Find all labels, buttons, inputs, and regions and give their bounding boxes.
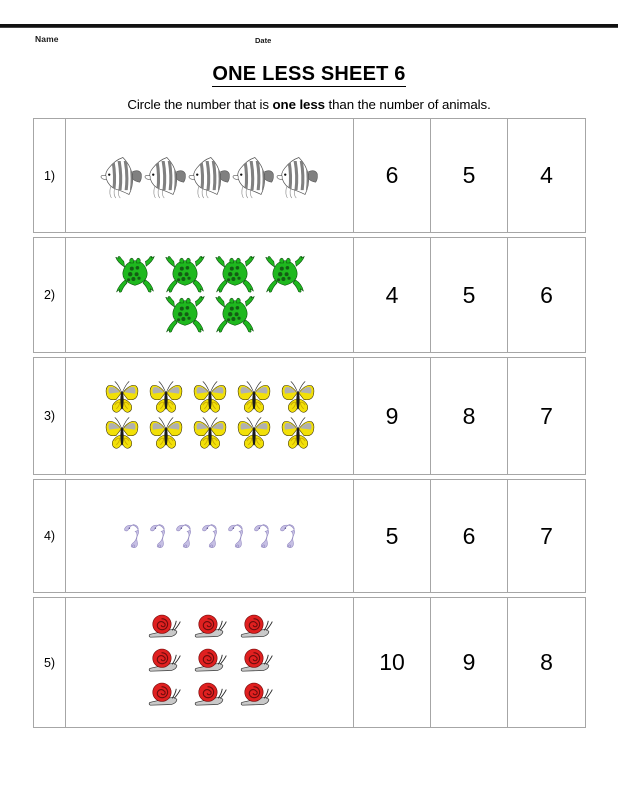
row-number: 5) (34, 598, 66, 727)
answer-option[interactable]: 6 (540, 281, 553, 308)
butterfly-icon (100, 380, 144, 416)
snail-icon (141, 646, 187, 680)
animal-picture-cell (66, 480, 354, 592)
butterfly-group (75, 380, 345, 452)
row-number: 2) (34, 238, 66, 352)
table-row: 3) 9 8 7 (33, 357, 586, 475)
butterfly-icon (100, 416, 144, 452)
animal-picture-cell (66, 238, 354, 352)
animal-picture-cell (66, 119, 354, 232)
instruction-text: Circle the number that is one less than … (0, 97, 618, 112)
answer-option[interactable]: 4 (354, 238, 431, 352)
frog-icon (211, 295, 259, 335)
answer-option[interactable]: 6 (431, 480, 508, 592)
frog-group (84, 255, 336, 335)
animal-picture-cell (66, 598, 354, 727)
butterfly-icon (276, 380, 320, 416)
row-number: 1) (34, 119, 66, 232)
name-label: Name (35, 34, 59, 44)
snail-icon (233, 612, 279, 646)
seahorse-icon (145, 500, 171, 572)
angelfish-icon (232, 130, 276, 222)
answer-option[interactable]: 6 (354, 119, 431, 232)
frog-icon (211, 255, 259, 295)
answer-option[interactable]: 9 (354, 358, 431, 474)
angelfish-icon (188, 130, 232, 222)
table-row: 1) 6 5 4 (33, 118, 586, 233)
seahorse-icon (197, 500, 223, 572)
answer-option[interactable]: 7 (540, 402, 553, 429)
butterfly-icon (144, 380, 188, 416)
snail-icon (233, 646, 279, 680)
butterfly-icon (276, 416, 320, 452)
snail-icon (233, 680, 279, 714)
butterfly-icon (144, 416, 188, 452)
frog-icon (111, 255, 159, 295)
snail-icon (141, 612, 187, 646)
table-row: 2) 4 5 6 (33, 237, 586, 353)
snail-icon (187, 646, 233, 680)
worksheet-table: 1) 6 5 4 2) 4 5 6 3) 9 8 7 (33, 118, 586, 732)
answer-option[interactable]: 10 (354, 598, 431, 727)
answer-option[interactable]: 5 (431, 238, 508, 352)
butterfly-icon (188, 416, 232, 452)
answer-option[interactable]: 9 (431, 598, 508, 727)
snail-icon (141, 680, 187, 714)
answer-option[interactable]: 8 (431, 358, 508, 474)
answer-option[interactable]: 5 (354, 480, 431, 592)
animal-picture-cell (66, 358, 354, 474)
instruction-suffix: than the number of animals. (324, 97, 491, 112)
answer-option[interactable]: 7 (540, 522, 553, 549)
butterfly-icon (232, 416, 276, 452)
name-date-row: Name Date (0, 34, 618, 50)
date-label: Date (255, 36, 272, 45)
seahorse-icon (275, 500, 301, 572)
snail-group (102, 612, 317, 714)
row-number: 3) (34, 358, 66, 474)
butterfly-icon (232, 380, 276, 416)
seahorse-group (79, 500, 341, 572)
instruction-emphasis: one less (272, 97, 326, 112)
table-row: 4) 5 6 7 (33, 479, 586, 593)
answer-option[interactable]: 8 (540, 649, 553, 675)
header-rule (0, 24, 618, 28)
page-title: ONE LESS SHEET 6 (0, 63, 618, 87)
seahorse-icon (249, 500, 275, 572)
row-number: 4) (34, 480, 66, 592)
frog-icon (161, 255, 209, 295)
angelfish-icon (100, 130, 144, 222)
answer-option[interactable]: 4 (540, 162, 553, 188)
frog-icon (261, 255, 309, 295)
answer-option[interactable]: 5 (431, 119, 508, 232)
seahorse-icon (223, 500, 249, 572)
angelfish-icon (276, 130, 320, 222)
instruction-prefix: Circle the number that is (127, 97, 273, 112)
snail-icon (187, 612, 233, 646)
frog-icon (161, 295, 209, 335)
seahorse-icon (119, 500, 145, 572)
page-title-text: ONE LESS SHEET 6 (212, 63, 406, 87)
butterfly-icon (188, 380, 232, 416)
table-row: 5) 10 9 8 (33, 597, 586, 728)
snail-icon (187, 680, 233, 714)
angelfish-group (92, 130, 327, 222)
seahorse-icon (171, 500, 197, 572)
angelfish-icon (144, 130, 188, 222)
